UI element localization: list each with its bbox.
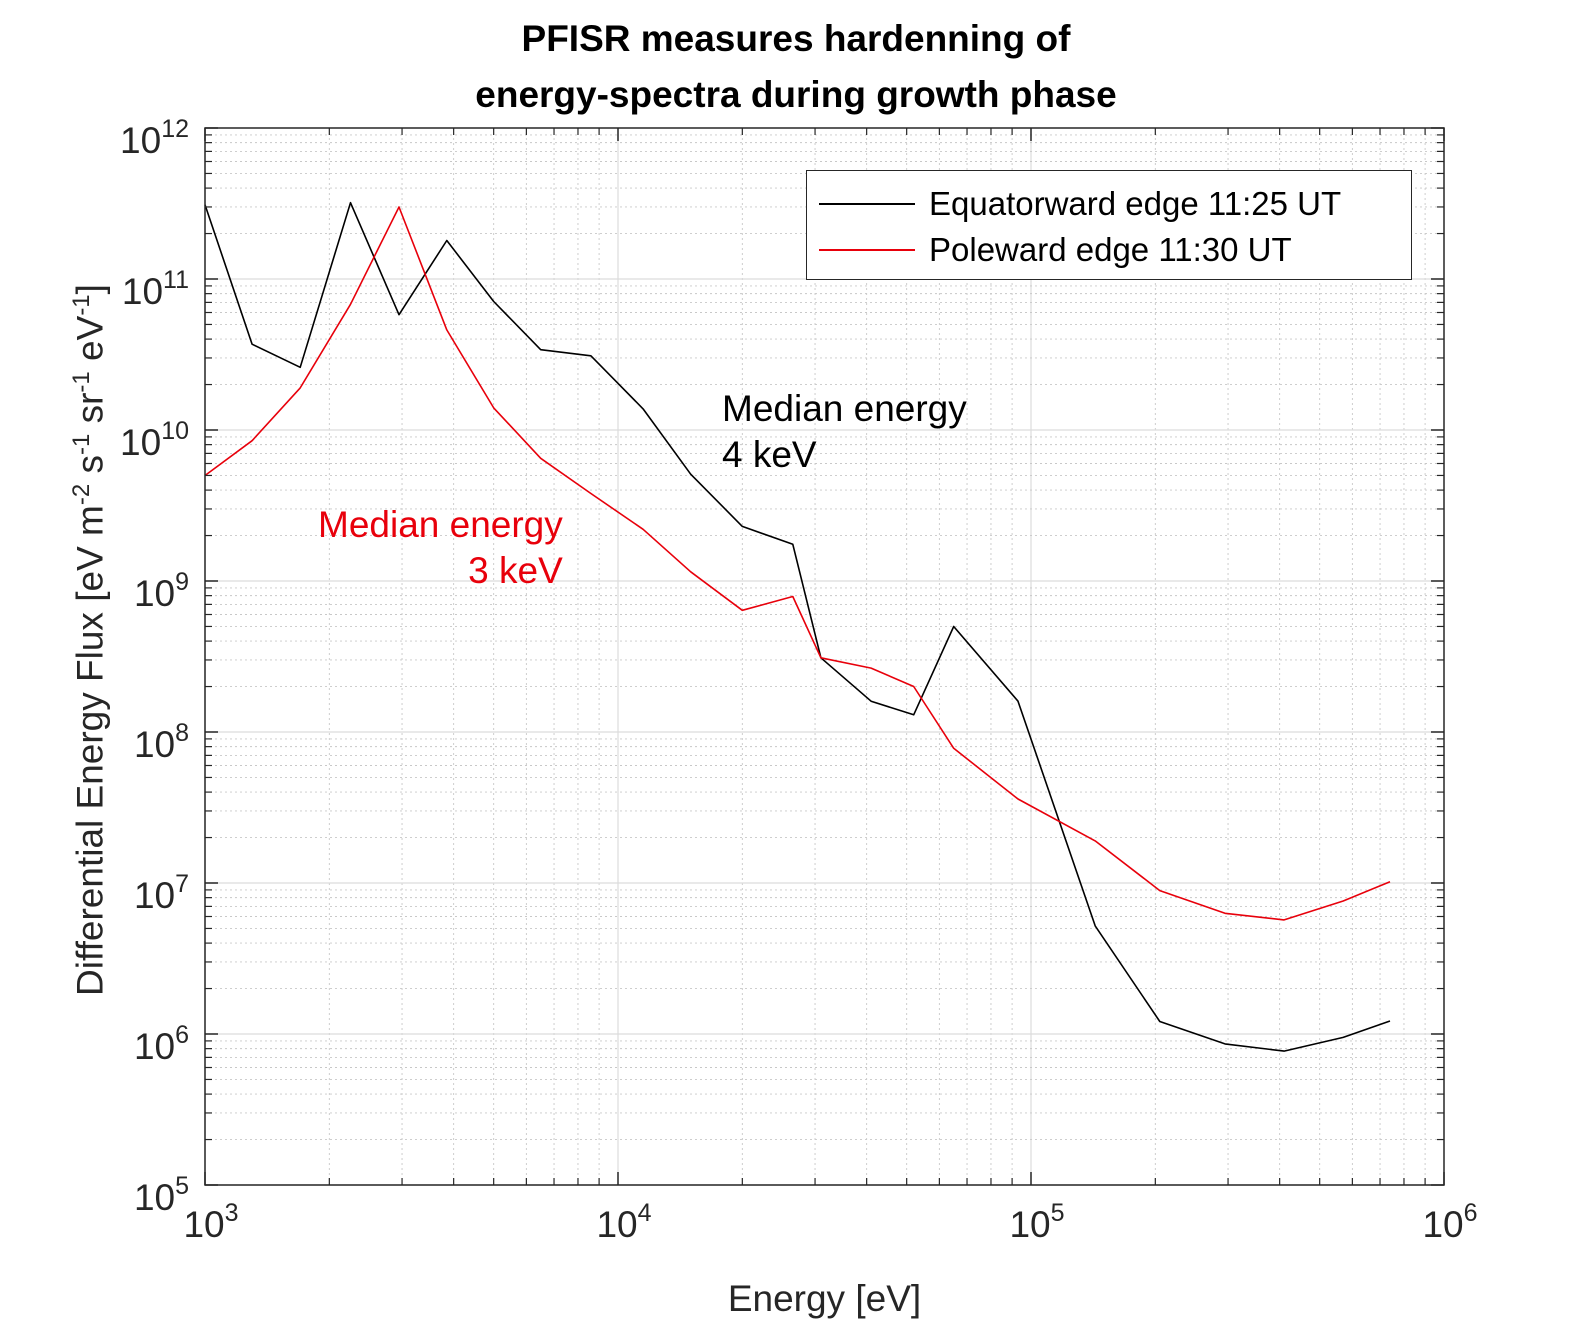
series-line-equatorward [204, 201, 1391, 1052]
y-axis-label: Differential Energy Flux [eV m-2 s-1 sr-… [68, 284, 111, 996]
y-tick-label: 1011 [122, 266, 189, 312]
annotation-median-energy-black: Median energy 4 keV [722, 390, 967, 473]
annotation-line: 3 keV [468, 550, 563, 591]
x-tick-label: 105 [1009, 1199, 1064, 1245]
y-tick-label: 1010 [120, 417, 189, 463]
legend-swatch-poleward [819, 249, 915, 251]
axis-tick-labels: 103 104 105 106 105 106 107 108 109 1010 1011 1012 [120, 115, 1478, 1245]
y-tick-label: 105 [134, 1172, 189, 1218]
x-tick-label: 104 [596, 1199, 651, 1245]
grid-lines [204, 128, 1444, 1186]
legend-label-equatorward: Equatorward edge 11:25 UT [929, 185, 1342, 222]
y-tick-label: 107 [134, 870, 189, 916]
legend-swatch-equatorward [819, 203, 915, 205]
series-line-poleward [204, 206, 1391, 921]
series-layer [204, 201, 1391, 1052]
y-tick-label: 108 [134, 719, 189, 765]
x-axis-label: Energy [eV] [727, 1278, 922, 1319]
axis-ticks [204, 127, 1445, 1186]
legend: Equatorward edge 11:25 UT Poleward edge … [806, 170, 1412, 280]
plot-frame [204, 127, 1445, 1186]
y-tick-label: 1012 [120, 115, 189, 161]
annotation-line: 4 keV [722, 434, 817, 475]
chart-title-line-1: PFISR measures hardenning of [521, 18, 1071, 59]
annotation-line: Median energy [318, 504, 563, 545]
y-tick-label: 106 [134, 1021, 189, 1067]
annotation-median-energy-red: Median energy 3 keV [318, 506, 563, 589]
y-tick-label: 109 [134, 568, 189, 614]
x-tick-label: 106 [1422, 1199, 1477, 1245]
x-tick-label: 103 [183, 1199, 238, 1245]
legend-label-poleward: Poleward edge 11:30 UT [929, 231, 1292, 268]
chart-title-line-2: energy-spectra during growth phase [475, 74, 1117, 115]
legend-item-poleward: Poleward edge 11:30 UT [819, 228, 1292, 272]
annotation-line: Median energy [722, 388, 967, 429]
legend-item-equatorward: Equatorward edge 11:25 UT [819, 182, 1341, 226]
